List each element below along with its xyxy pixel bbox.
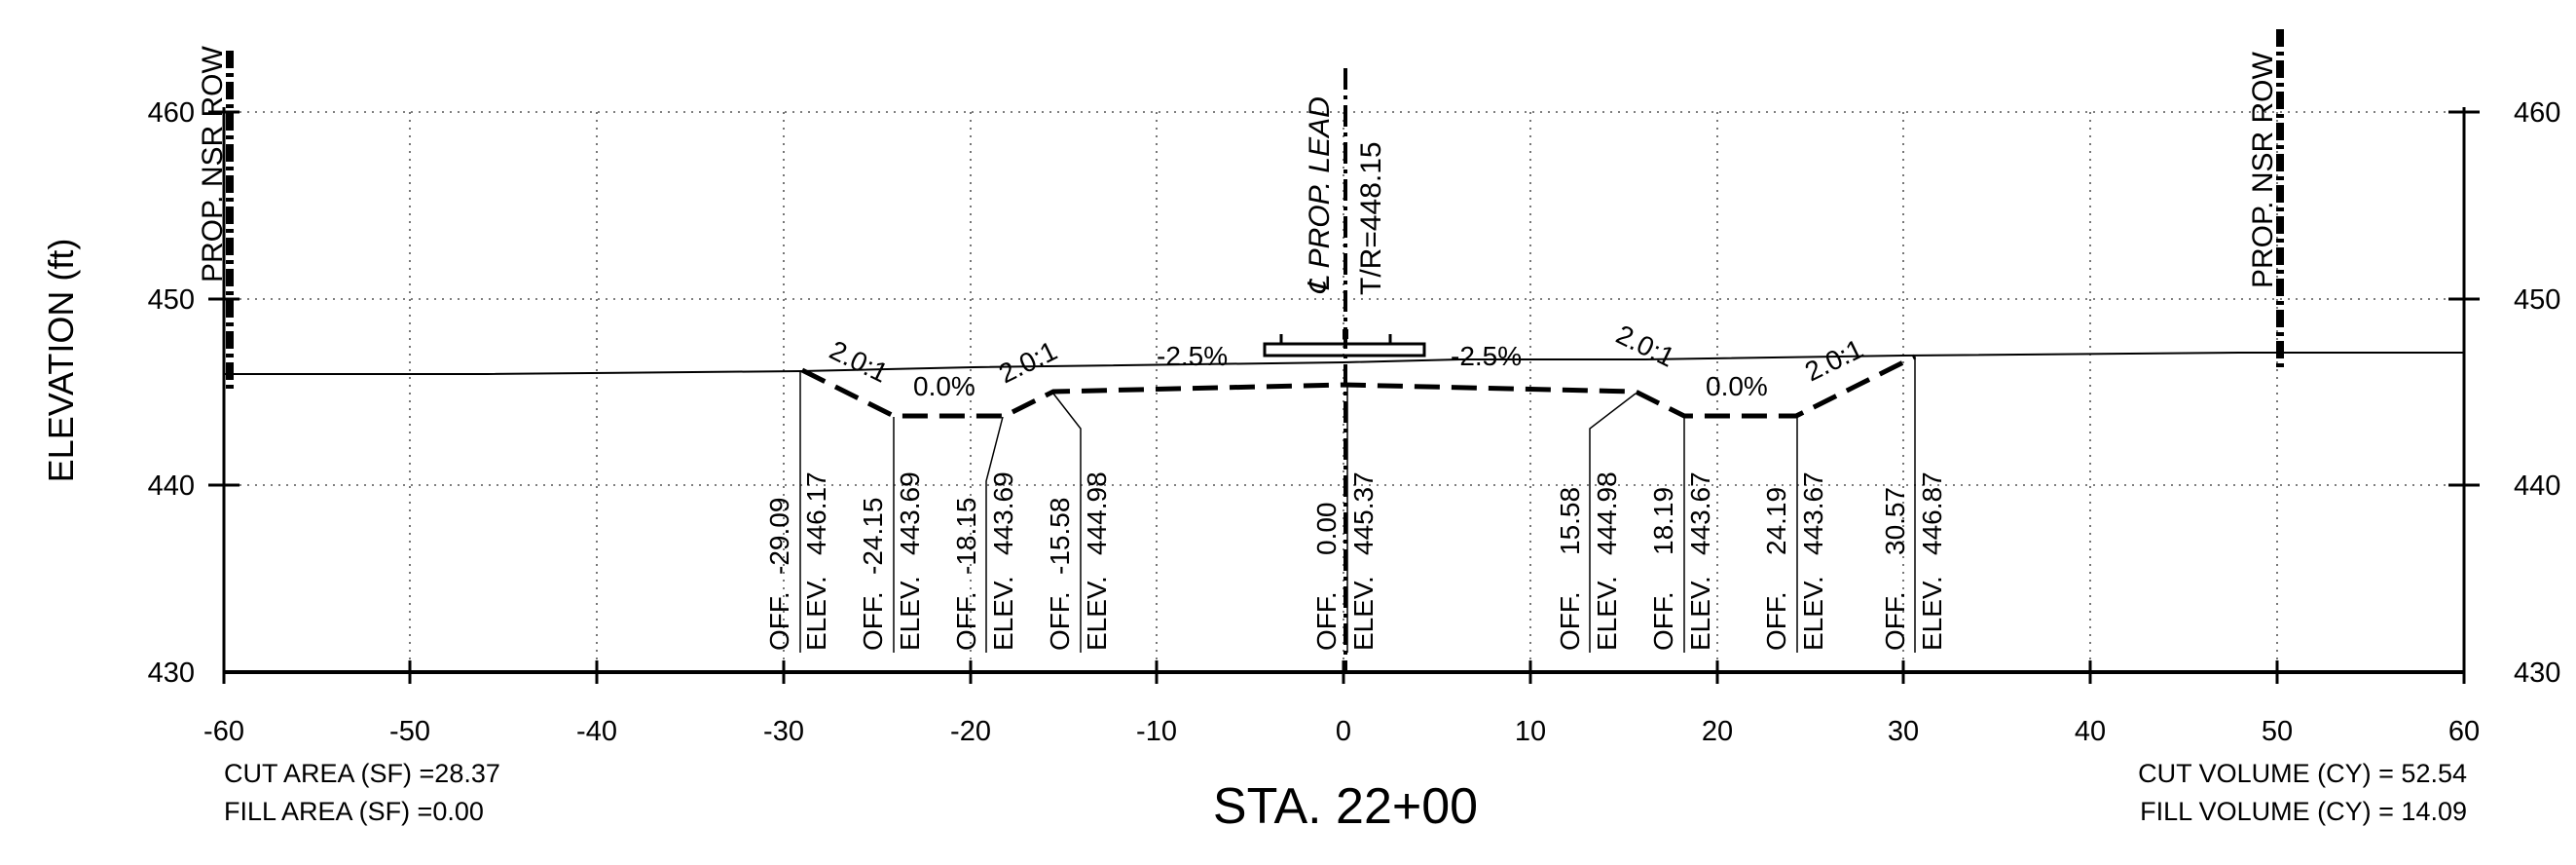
point-label-group: OFF. 15.58 ELEV. 444.98	[1555, 471, 1622, 651]
off-value: -15.58	[1045, 498, 1075, 575]
elev-value: 443.69	[895, 471, 925, 555]
row-right-label: PROP. NSR ROW	[2247, 52, 2279, 288]
elev-value: 443.67	[1685, 471, 1715, 555]
slope-label-right-outer: 2.0:1	[1800, 333, 1868, 387]
x-tick-label: -10	[1136, 716, 1177, 747]
off-value: -24.15	[858, 498, 888, 575]
elev-value: 443.69	[988, 471, 1018, 555]
off-value: 15.58	[1555, 487, 1585, 555]
off-label: OFF.	[1761, 591, 1791, 651]
fill-area-text: FILL AREA (SF) =0.00	[224, 797, 484, 826]
x-tick-labels: -60 -50 -40 -30 -20 -10 0 10 20 30 40 50…	[203, 716, 2480, 747]
elev-label: ELEV.	[801, 576, 831, 651]
elev-label: ELEV.	[1685, 576, 1715, 651]
y-tick-label: 450	[2514, 284, 2560, 316]
tr-label: T/R=448.15	[1355, 141, 1387, 295]
elev-label: ELEV.	[988, 576, 1018, 651]
slope-label-right-inner: 2.0:1	[1611, 320, 1679, 373]
point-leaders	[799, 357, 1916, 653]
x-tick-label: 30	[1888, 716, 1919, 747]
off-label: OFF.	[764, 591, 794, 651]
off-label: OFF.	[858, 591, 888, 651]
x-tick-label: -20	[950, 716, 991, 747]
x-tick-label: 20	[1702, 716, 1733, 747]
off-value: 18.19	[1648, 487, 1678, 555]
off-label: OFF.	[1555, 591, 1585, 651]
y-tick-label: 430	[2514, 658, 2560, 689]
x-tick-label: 50	[2262, 716, 2293, 747]
centerline-label: ℄ PROP. LEAD	[1304, 96, 1336, 295]
y-tick-label: 450	[148, 284, 195, 316]
elev-label: ELEV.	[1592, 576, 1622, 651]
x-tick-label: -30	[763, 716, 804, 747]
x-tick-label: -60	[203, 716, 244, 747]
point-label-group: OFF. 0.00 ELEV. 445.37	[1311, 471, 1379, 651]
y-tick-labels: 430 440 450 460 430 440 450 460	[148, 97, 2561, 689]
cut-area-text: CUT AREA (SF) =28.37	[224, 759, 500, 788]
off-value: -29.09	[764, 498, 794, 575]
off-value: 0.00	[1311, 503, 1342, 556]
off-value: -18.15	[951, 498, 981, 575]
point-label-group: OFF. -29.09 ELEV. 446.17	[764, 471, 831, 651]
off-value: 24.19	[1761, 487, 1791, 555]
slope-label-right-flat: 0.0%	[1706, 371, 1768, 401]
point-label-group: OFF. 30.57 ELEV. 446.87	[1880, 471, 1947, 651]
y-tick-label: 430	[148, 658, 195, 689]
slope-label-left-cross: -2.5%	[1157, 341, 1228, 371]
elev-value: 444.98	[1082, 471, 1112, 555]
off-value: 30.57	[1880, 487, 1910, 555]
elev-value: 446.87	[1917, 471, 1947, 555]
y-tick-label: 440	[148, 470, 195, 502]
slope-label-left-flat: 0.0%	[913, 371, 975, 401]
slope-label-right-cross: -2.5%	[1451, 341, 1522, 371]
cut-volume-text: CUT VOLUME (CY) = 52.54	[2138, 759, 2467, 788]
x-tick-label: 0	[1336, 716, 1351, 747]
y-tick-label: 460	[148, 97, 195, 129]
point-label-group: OFF. 18.19 ELEV. 443.67	[1648, 471, 1715, 651]
point-labels: OFF. -29.09 ELEV. 446.17 OFF. -24.15 ELE…	[764, 471, 1947, 651]
x-tick-label: 10	[1515, 716, 1546, 747]
station-title: STA. 22+00	[1213, 778, 1478, 835]
x-tick-label: 40	[2075, 716, 2106, 747]
y-tick-label: 440	[2514, 470, 2560, 502]
off-label: OFF.	[1311, 591, 1342, 651]
slope-label-left-inner: 2.0:1	[994, 335, 1062, 389]
x-tick-label: -50	[389, 716, 430, 747]
elev-label: ELEV.	[1082, 576, 1112, 651]
off-label: OFF.	[1648, 591, 1678, 651]
elev-value: 445.37	[1348, 471, 1379, 555]
point-label-group: OFF. -24.15 ELEV. 443.69	[858, 471, 925, 651]
elev-value: 444.98	[1592, 471, 1622, 555]
elev-label: ELEV.	[1348, 576, 1379, 651]
slope-label-left-outer: 2.0:1	[825, 335, 893, 389]
fill-volume-text: FILL VOLUME (CY) = 14.09	[2140, 797, 2467, 826]
y-axis-label: ELEVATION (ft)	[41, 239, 81, 483]
track-symbol	[1263, 329, 1426, 357]
point-label-group: OFF. -18.15 ELEV. 443.69	[951, 471, 1018, 651]
point-label-group: OFF. -15.58 ELEV. 444.98	[1045, 471, 1112, 651]
y-tick-label: 460	[2514, 97, 2560, 129]
off-label: OFF.	[1880, 591, 1910, 651]
elev-label: ELEV.	[1798, 576, 1828, 651]
elev-value: 443.67	[1798, 471, 1828, 555]
off-label: OFF.	[951, 591, 981, 651]
existing-ground-line	[224, 352, 2464, 375]
off-label: OFF.	[1045, 591, 1075, 651]
elev-value: 446.17	[801, 471, 831, 555]
x-tick-label: 60	[2448, 716, 2480, 747]
elev-label: ELEV.	[1917, 576, 1947, 651]
point-label-group: OFF. 24.19 ELEV. 443.67	[1761, 471, 1828, 651]
x-tick-label: -40	[576, 716, 617, 747]
row-left-label: PROP. NSR ROW	[197, 46, 229, 282]
elev-label: ELEV.	[895, 576, 925, 651]
